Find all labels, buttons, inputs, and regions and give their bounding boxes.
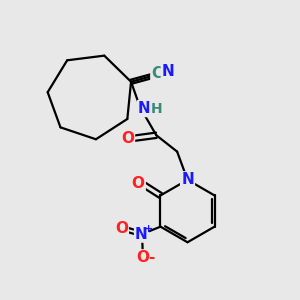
Text: N: N bbox=[162, 64, 175, 79]
Text: +: + bbox=[144, 224, 153, 234]
Text: O: O bbox=[121, 131, 134, 146]
Text: O: O bbox=[132, 176, 145, 191]
Text: N: N bbox=[181, 172, 194, 187]
Text: -: - bbox=[148, 250, 154, 266]
Text: H: H bbox=[151, 101, 162, 116]
Text: O: O bbox=[136, 250, 149, 266]
Text: N: N bbox=[138, 101, 151, 116]
Text: O: O bbox=[115, 220, 128, 236]
Text: N: N bbox=[135, 226, 148, 242]
Text: C: C bbox=[152, 66, 163, 81]
